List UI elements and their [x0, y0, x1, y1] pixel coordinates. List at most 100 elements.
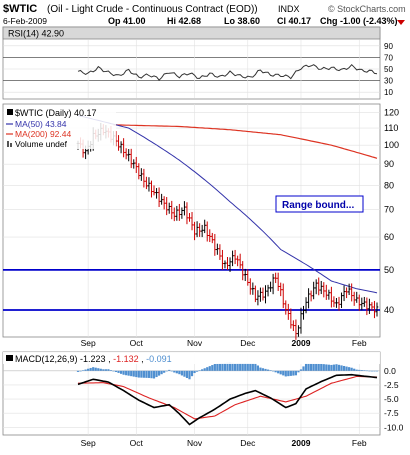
macd-hist-bar	[355, 369, 358, 371]
down-arrow-icon	[397, 20, 405, 25]
price-bar	[368, 298, 371, 314]
macd-hist-bar	[259, 367, 262, 371]
price-bar	[256, 290, 260, 306]
macd-hist-bar	[375, 370, 379, 372]
price-bar	[157, 187, 161, 208]
rsi-tick-label: 70	[384, 53, 393, 62]
price-bar	[162, 196, 166, 210]
macd-hist-bar	[188, 370, 191, 380]
price-bar	[254, 285, 257, 303]
macd-hist-bar	[102, 369, 105, 371]
macd-hist-bar	[152, 370, 156, 379]
macd-hist-bar	[206, 367, 209, 371]
price-bar	[340, 292, 343, 309]
macd-x-tick-label: Nov	[187, 438, 203, 448]
macd-hist-bar	[107, 369, 110, 371]
price-tick-label: 60	[384, 232, 394, 242]
macd-hist-bar	[104, 369, 107, 371]
macd-hist-bar	[180, 370, 183, 376]
macd-hist-bar	[254, 363, 257, 371]
price-x-tick-label: Dec	[240, 338, 256, 348]
rsi-tick-label: 90	[384, 42, 393, 51]
macd-hist-bar	[292, 370, 295, 376]
rsi-tick-label: 30	[384, 77, 393, 86]
macd-signal-line	[78, 375, 378, 420]
price-panel: 120 110 100 90 80 70 60 50 40 Sep Oct Nov Dec 2009 Fe…	[2, 103, 399, 348]
price-x-tick-label: Oct	[130, 338, 144, 348]
price-bar	[195, 221, 199, 238]
macd-hist-bar	[241, 362, 244, 371]
price-bar	[307, 288, 310, 309]
macd-hist-bar	[365, 370, 368, 372]
macd-tick-label: -2.5	[384, 380, 399, 390]
price-bar	[213, 233, 217, 256]
macd-hist-bar	[213, 364, 216, 371]
macd-line	[77, 373, 378, 426]
price-bar	[350, 283, 353, 302]
macd-hist-bar	[294, 370, 298, 376]
price-bar	[145, 176, 148, 190]
price-bar	[357, 294, 361, 311]
price-bar	[122, 138, 125, 158]
price-tick-label: 40	[384, 305, 394, 315]
macd-hist-bar	[130, 370, 133, 377]
price-bar	[119, 141, 123, 154]
price-bar	[233, 249, 237, 265]
rsi-tick-label: 50	[384, 65, 393, 74]
price-bar	[314, 279, 318, 295]
price-bar	[228, 257, 232, 272]
price-bar	[322, 282, 326, 298]
price-bar	[294, 319, 298, 340]
price-bar	[132, 159, 136, 169]
macd-hist-bar	[203, 368, 206, 371]
macd-hist-bar	[358, 369, 361, 371]
ma200-label: MA(200) 92.44	[15, 129, 71, 139]
macd-hist-bar	[284, 370, 287, 377]
price-bar	[243, 268, 247, 282]
price-bar	[375, 302, 379, 317]
price-bar	[325, 284, 328, 300]
price-bar	[266, 284, 270, 297]
close-value: Cl 40.17	[277, 16, 311, 26]
macd-hist-bar	[236, 363, 239, 371]
macd-hist-bar	[320, 363, 323, 371]
ma50-label: MA(50) 43.84	[15, 119, 67, 129]
price-bar	[170, 200, 174, 220]
macd-legend: MACD(12,26,9) -1.223 , -1.132 , -0.091	[15, 354, 172, 364]
macd-hist-bar	[170, 370, 173, 372]
macd-hist-bar	[274, 370, 277, 373]
volume-label: Volume undef	[15, 139, 68, 149]
macd-hist-bar	[310, 363, 313, 371]
price-bar	[332, 296, 336, 308]
symbol-title: $WTIC	[3, 3, 37, 15]
price-tick-label: 50	[384, 265, 394, 275]
price-bar	[188, 213, 191, 222]
price-bar	[236, 255, 239, 267]
macd-hist-bar	[145, 370, 148, 378]
macd-hist-bar	[261, 368, 265, 371]
price-bar	[180, 207, 184, 219]
price-bar	[223, 260, 227, 269]
price-bar	[178, 203, 181, 221]
rsi-label: RSI(14) 42.90	[8, 29, 64, 39]
macd-hist-bar	[132, 370, 135, 377]
price-bar	[259, 287, 262, 302]
macd-hist-bar	[246, 363, 249, 371]
macd-hist-bar	[337, 364, 341, 371]
price-bar	[337, 296, 341, 311]
macd-hist-bar	[299, 369, 303, 371]
volume-legend-icon	[7, 141, 9, 147]
price-x-tick-label: Feb	[352, 338, 367, 348]
macd-hist-bar	[84, 369, 87, 371]
rsi-line	[77, 63, 378, 81]
price-bar	[264, 285, 267, 304]
price-bar	[345, 287, 348, 299]
macd-hist-bar	[266, 369, 270, 371]
price-bar	[261, 287, 265, 301]
price-bar	[363, 296, 366, 307]
price-bar	[352, 291, 356, 306]
macd-hist-bar	[185, 370, 189, 378]
price-bar	[246, 269, 250, 286]
macd-hist-bar	[173, 370, 176, 373]
price-bar	[208, 229, 212, 243]
